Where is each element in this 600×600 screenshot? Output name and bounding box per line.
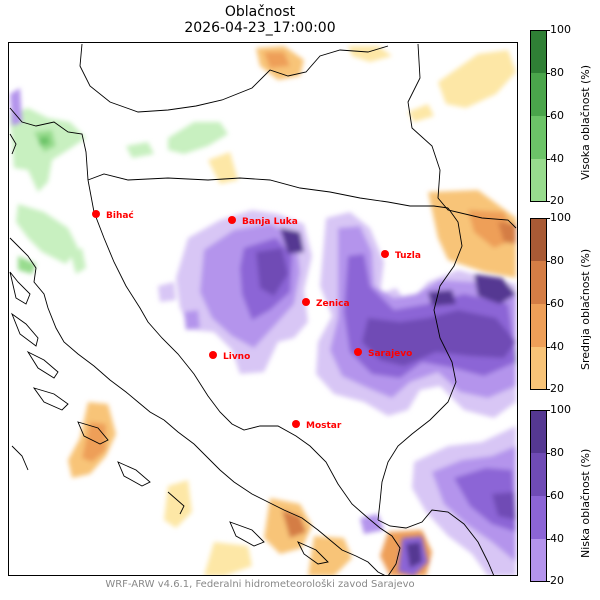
colorbar-tick: 80: [550, 446, 564, 459]
map-frame: [8, 42, 518, 576]
map-title: Oblačnost: [224, 4, 296, 20]
high-cloud-layer: [10, 108, 516, 366]
city-markers: Bihać Banja Luka Tuzla Zenica Livno Sara…: [92, 210, 421, 431]
city-livno: Livno: [209, 351, 250, 362]
city-label: Banja Luka: [242, 217, 298, 227]
model-credit: WRF-ARW v4.6.1, Federalni hidrometeorolo…: [105, 579, 415, 590]
city-tuzla: Tuzla: [381, 250, 421, 261]
city-label: Mostar: [306, 421, 342, 431]
city-label: Livno: [223, 352, 250, 362]
colorbar-segment: [530, 73, 547, 116]
colorbar-label: Visoka oblačnost (%): [579, 64, 592, 180]
city-zenica: Zenica: [302, 298, 350, 309]
colorbar-segment: [530, 159, 547, 202]
city-label: Tuzla: [395, 251, 421, 261]
colorbar-tick: 20: [550, 194, 564, 207]
colorbar-tick: 100: [550, 403, 571, 416]
city-marker: [292, 420, 300, 428]
city-bihac: Bihać: [92, 210, 134, 221]
colorbar-frame: [530, 410, 547, 582]
colorbar-tick: 40: [550, 340, 564, 353]
city-marker: [302, 298, 310, 306]
colorbar-tick: 60: [550, 109, 564, 122]
colorbar-tick: 80: [550, 254, 564, 267]
colorbar-segment: [530, 539, 547, 582]
colorbar-tick: 100: [550, 211, 571, 224]
colorbar-tick: 20: [550, 382, 564, 395]
colorbar-segment: [530, 410, 547, 453]
colorbar-segment: [530, 304, 547, 347]
city-label: Bihać: [106, 210, 134, 221]
city-banja-luka: Banja Luka: [228, 216, 298, 227]
country-borders: [9, 43, 517, 576]
colorbar-tick: 40: [550, 532, 564, 545]
city-sarajevo: Sarajevo: [354, 348, 412, 359]
city-marker: [92, 210, 100, 218]
colorbar-label: Srednja oblačnost (%): [579, 248, 592, 370]
colorbar-tick: 80: [550, 66, 564, 79]
city-marker: [228, 216, 236, 224]
colorbar-segment: [530, 261, 547, 304]
city-label: Sarajevo: [368, 349, 412, 359]
colorbar-segment: [530, 218, 547, 261]
colorbar-frame: [530, 218, 547, 390]
colorbar-segment: [530, 30, 547, 73]
colorbar-segment: [530, 116, 547, 159]
colorbar-tick: 100: [550, 23, 571, 36]
colorbar-segment: [530, 453, 547, 496]
colorbar-tick: 40: [550, 152, 564, 165]
colorbar-tick: 20: [550, 574, 564, 587]
colorbar-frame: [530, 30, 547, 202]
city-marker: [354, 348, 362, 356]
low-cloud-layer: [10, 88, 516, 576]
colorbar-segment: [530, 496, 547, 539]
colorbar-tick: 60: [550, 489, 564, 502]
colorbar-tick: 60: [550, 297, 564, 310]
colorbar-segment: [530, 347, 547, 390]
cloud-cover-map: Bihać Banja Luka Tuzla Zenica Livno Sara…: [8, 42, 518, 576]
city-marker: [209, 351, 217, 359]
city-mostar: Mostar: [292, 420, 342, 431]
city-marker: [381, 250, 389, 258]
city-label: Zenica: [316, 299, 350, 309]
colorbar-label: Niska oblačnost (%): [579, 448, 592, 558]
map-timestamp: 2026-04-23_17:00:00: [184, 20, 336, 36]
